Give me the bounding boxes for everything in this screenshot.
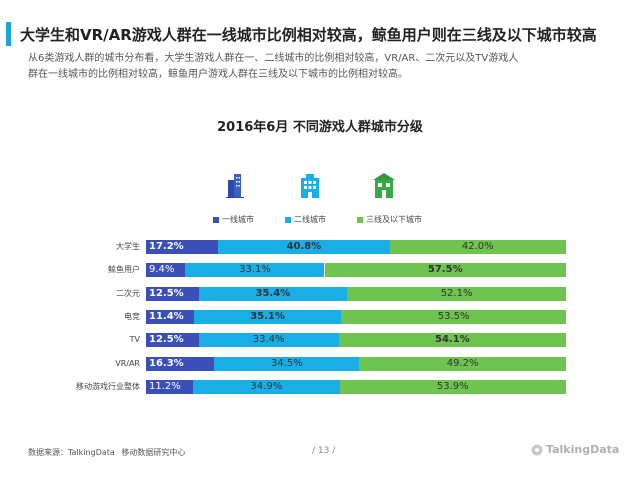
brand-logo-icon	[531, 444, 543, 455]
bar-row: TV 12.5% 33.4% 54.1%	[0, 333, 640, 348]
description: 从6类游戏人群的城市分布看，大学生游戏人群在一、二线城市的比例相对较高，VR/A…	[28, 51, 568, 83]
bar-segment-tier3: 52.1%	[347, 286, 566, 301]
bar-segment-tier2: 35.4%	[198, 286, 348, 301]
bar-segment-tier2: 35.1%	[193, 309, 342, 324]
bar-row: 鲸鱼用户 9.4% 33.1% 57.5%	[0, 263, 640, 278]
page-title: 大学生和VR/AR游戏人群在一线城市比例相对较高，鲸鱼用户则在三线及以下城市较高	[20, 26, 597, 44]
stacked-bar-plot: 大学生 17.2% 40.8% 42.0% 鲸鱼用户 9.4% 33.1% 57.5% 二次元 1…	[0, 240, 640, 400]
legend-label-tier1: 一线城市	[222, 215, 254, 224]
data-source: 数据来源：TalkingData 移动数据研究中心	[28, 447, 189, 458]
brand-logo: TalkingData	[531, 443, 619, 456]
bar-segment-tier2: 33.4%	[198, 333, 339, 348]
bar-segment-tier3: 53.9%	[339, 379, 566, 394]
legend-item-tier3: 三线及以下城市	[357, 214, 422, 225]
bar-segment-tier3: 57.5%	[324, 263, 566, 278]
description-line-1: 从6类游戏人群的城市分布看，大学生游戏人群在一、二线城市的比例相对较高，VR/A…	[28, 53, 519, 64]
legend-item-tier2: 二线城市	[285, 214, 326, 225]
chart-legend: 一线城市 二线城市 三线及以下城市	[0, 214, 640, 228]
bar-segment-tier3: 53.5%	[341, 309, 566, 324]
page-number: / 13 /	[312, 446, 336, 456]
office-building-icon	[298, 172, 322, 202]
bar-row: 电竞 11.4% 35.1% 53.5%	[0, 309, 640, 324]
shop-building-icon	[372, 172, 396, 202]
bar-segment-tier2: 34.9%	[193, 379, 340, 394]
bar-segment-tier1: 12.5%	[146, 286, 199, 301]
bar-segment-tier2: 33.1%	[185, 263, 325, 278]
bar-row: VR/AR 16.3% 34.5% 49.2%	[0, 356, 640, 371]
legend-swatch-tier3	[357, 216, 363, 223]
city-tier-icons	[0, 172, 640, 202]
category-label: 大学生	[116, 242, 140, 251]
category-label: 鲸鱼用户	[108, 265, 140, 275]
chart-title: 2016年6月 不同游戏人群城市分级	[217, 120, 423, 135]
bar-segment-tier2: 40.8%	[218, 240, 390, 254]
bar-row: 移动游戏行业整体 11.2% 34.9% 53.9%	[0, 379, 640, 394]
data-source-org: 移动数据研究中心	[121, 448, 186, 457]
legend-item-tier1: 一线城市	[213, 214, 254, 225]
bar-segment-tier1: 12.5%	[146, 333, 199, 348]
title-accent-bar	[6, 22, 11, 46]
category-label: VR/AR	[115, 358, 140, 368]
legend-swatch-tier2	[285, 216, 291, 223]
bar-row: 大学生 17.2% 40.8% 42.0%	[0, 240, 640, 254]
description-line-2: 群在一线城市的比例相对较高，鲸鱼用户游戏人群在三线及以下城市的比例相对较高。	[28, 69, 408, 80]
city-skyline-icon	[224, 172, 246, 202]
brand-name: TalkingData	[546, 443, 620, 456]
bar-segment-tier1: 11.4%	[146, 309, 194, 324]
bar-segment-tier1: 16.3%	[146, 356, 215, 371]
legend-label-tier2: 二线城市	[294, 215, 326, 224]
category-label: 移动游戏行业整体	[76, 381, 140, 391]
category-label: TV	[129, 335, 140, 345]
bar-row: 二次元 12.5% 35.4% 52.1%	[0, 286, 640, 301]
bar-segment-tier2: 34.5%	[214, 356, 360, 371]
bar-segment-tier3: 49.2%	[359, 356, 566, 371]
data-source-label: 数据来源：TalkingData	[28, 448, 115, 457]
bar-segment-tier3: 54.1%	[338, 333, 566, 348]
category-label: 电竞	[124, 311, 140, 321]
legend-swatch-tier1	[213, 216, 219, 223]
bar-segment-tier3: 42.0%	[389, 240, 566, 254]
bar-segment-tier1: 11.2%	[146, 379, 194, 394]
bar-segment-tier1: 9.4%	[146, 263, 186, 278]
category-label: 二次元	[116, 288, 140, 298]
bar-segment-tier1: 17.2%	[146, 240, 219, 254]
legend-label-tier3: 三线及以下城市	[366, 215, 422, 224]
